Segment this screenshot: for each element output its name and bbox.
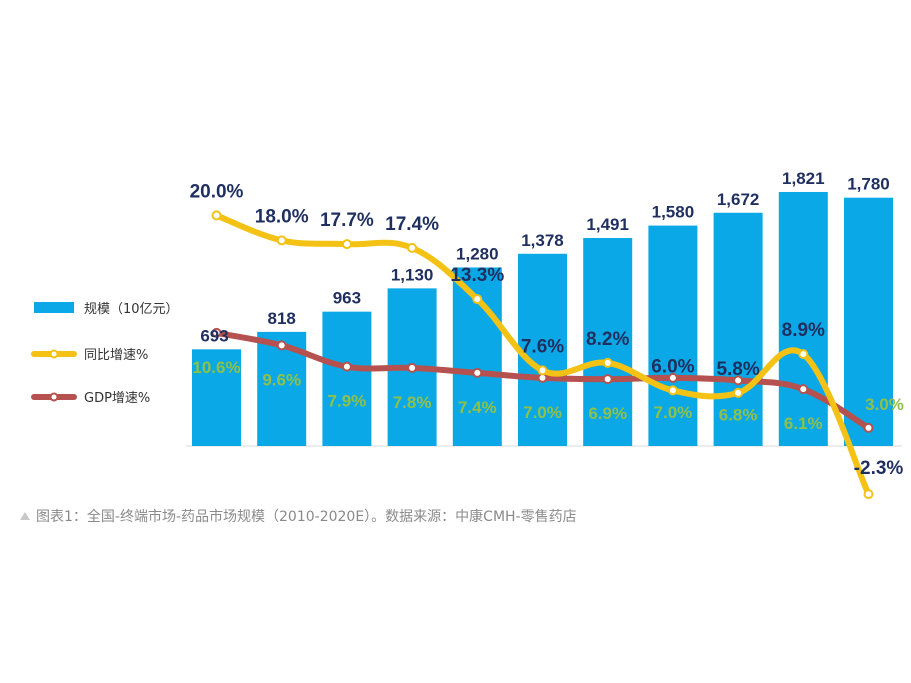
bar-value-label-3: 1,130 — [391, 265, 434, 284]
legend-item-scale: 规模（10亿元） — [34, 302, 179, 317]
gdp-value-label-5: 7.0% — [523, 403, 562, 422]
gdp-value-label-9: 6.1% — [784, 414, 823, 433]
gdp-value-label-7: 7.0% — [654, 403, 693, 422]
bar-value-label-8: 1,672 — [717, 190, 760, 209]
yoy-line-series — [211, 210, 874, 500]
legend-bar-swatch — [34, 302, 74, 313]
gdp-value-label-3: 7.8% — [393, 393, 432, 412]
legend-gdp-marker — [49, 392, 59, 402]
bar-5 — [518, 253, 567, 446]
bar-8 — [713, 212, 763, 446]
yoy-point-2 — [341, 239, 352, 250]
yoy-point-9 — [798, 349, 809, 360]
gdp-point-6 — [602, 374, 613, 385]
legend-label-scale: 规模（10亿元） — [84, 302, 179, 317]
data-labels: 693 818 963 1,130 1,280 1,378 1,491 1,580 1,672 1… — [190, 169, 904, 479]
chart-legend: 规模（10亿元） 同比增速% GDP增速% — [31, 302, 179, 406]
gdp-value-label-0: 10.6% — [192, 358, 240, 377]
yoy-point-8 — [733, 387, 744, 398]
yoy-value-label-5: 7.6% — [521, 336, 564, 357]
gdp-point-9 — [798, 384, 809, 395]
gdp-value-label-1: 9.6% — [262, 370, 301, 389]
chart: 规模（10亿元） 同比增速% GDP增速% 693 818 963 1,130 1,28… — [31, 169, 904, 500]
gdp-point-3 — [407, 362, 418, 373]
gdp-point-1 — [276, 340, 287, 351]
gdp-point-0 — [211, 327, 222, 338]
bar-value-label-6: 1,491 — [586, 215, 629, 234]
yoy-point-4 — [472, 294, 483, 305]
yoy-value-label-9: 8.9% — [782, 320, 825, 341]
gdp-point-7 — [667, 372, 678, 383]
yoy-value-label-7: 6.0% — [651, 356, 694, 377]
legend-yoy-marker — [49, 349, 59, 359]
bar-value-label-0: 693 — [200, 326, 228, 345]
yoy-point-5 — [537, 365, 548, 376]
yoy-point-7 — [667, 385, 678, 396]
figure-caption: 图表1：全国-终端市场-药品市场规模（2010-2020E）。数据来源：中康CM… — [20, 506, 577, 526]
gdp-value-label-4: 7.4% — [458, 398, 497, 417]
gdp-point-8 — [733, 375, 744, 386]
bar-value-label-10: 1,780 — [847, 175, 890, 194]
legend-item-gdp: GDP增速% — [31, 391, 150, 406]
gdp-point-10 — [863, 422, 874, 433]
yoy-value-label-6: 8.2% — [586, 329, 629, 350]
yoy-point-10 — [863, 489, 874, 500]
legend-item-yoy: 同比增速% — [31, 348, 148, 363]
yoy-value-label-0: 20.0% — [190, 181, 244, 202]
bar-value-label-1: 818 — [268, 309, 296, 328]
bar-value-label-7: 1,580 — [652, 203, 695, 222]
bar-6 — [583, 238, 633, 446]
yoy-point-0 — [211, 210, 222, 221]
bar-value-label-4: 1,280 — [456, 244, 499, 263]
bar-value-label-5: 1,378 — [521, 231, 564, 250]
yoy-value-label-1: 18.0% — [255, 206, 309, 227]
gdp-point-4 — [472, 367, 483, 378]
gdp-value-label-2: 7.9% — [328, 392, 367, 411]
yoy-value-label-3: 17.4% — [385, 214, 439, 235]
yoy-point-6 — [602, 357, 613, 368]
yoy-point-1 — [276, 235, 287, 246]
gdp-point-2 — [341, 361, 352, 372]
gdp-value-label-10: 3.0% — [865, 395, 904, 414]
triangle-up-icon — [20, 512, 30, 520]
legend-label-gdp: GDP增速% — [84, 391, 150, 406]
bar-7 — [648, 225, 698, 446]
bar-9 — [778, 191, 828, 446]
yoy-point-3 — [407, 242, 418, 253]
legend-label-yoy: 同比增速% — [84, 348, 148, 363]
yoy-value-label-2: 17.7% — [320, 210, 374, 231]
yoy-value-label-4: 13.3% — [450, 265, 504, 286]
bar-value-label-2: 963 — [333, 289, 361, 308]
bar-2 — [322, 311, 372, 446]
caption-text: 图表1：全国-终端市场-药品市场规模（2010-2020E）。数据来源：中康CM… — [36, 509, 577, 525]
bar-10 — [844, 197, 893, 446]
yoy-value-label-10: -2.3% — [854, 458, 904, 479]
gdp-value-label-6: 6.9% — [588, 404, 627, 423]
gdp-value-label-8: 6.8% — [719, 405, 758, 424]
bar-value-label-9: 1,821 — [782, 169, 825, 188]
yoy-value-label-8: 5.8% — [716, 359, 759, 380]
bar-0 — [192, 349, 241, 446]
